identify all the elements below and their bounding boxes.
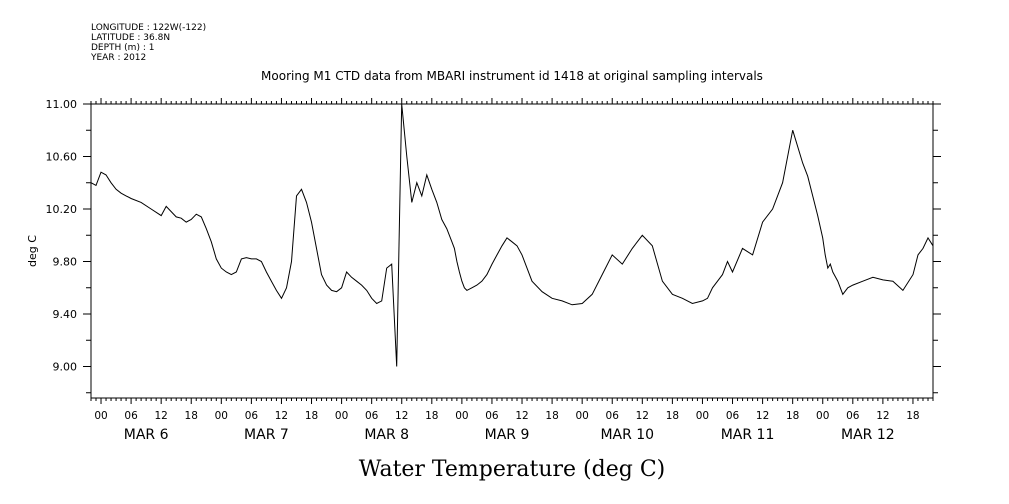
x-hour-label: 18 — [906, 410, 919, 422]
x-hour-label: 12 — [154, 410, 167, 422]
x-hour-label: 00 — [575, 410, 588, 422]
x-hour-label: 12 — [756, 410, 769, 422]
x-hour-label: 00 — [215, 410, 228, 422]
x-hour-label: 00 — [94, 410, 107, 422]
x-hour-label: 18 — [545, 410, 558, 422]
x-hour-label: 18 — [425, 410, 438, 422]
x-day-label: MAR 6 — [124, 427, 169, 443]
x-day-label: MAR 12 — [841, 427, 895, 443]
x-hour-label: 06 — [846, 410, 860, 422]
x-hour-label: 00 — [335, 410, 348, 422]
x-hour-label: 18 — [185, 410, 198, 422]
x-hour-label: 12 — [395, 410, 408, 422]
x-hour-label: 18 — [666, 410, 679, 422]
y-axis-label: deg C — [26, 235, 39, 267]
x-hour-label: 18 — [786, 410, 799, 422]
x-hour-label: 12 — [515, 410, 528, 422]
temperature-line — [90, 103, 934, 367]
y-tick-label: 11.00 — [46, 98, 78, 111]
longitude-text: LONGITUDE : 122W(-122) — [91, 23, 206, 33]
axis-ticks — [83, 98, 941, 404]
x-hour-label: 06 — [485, 410, 499, 422]
x-hour-label: 06 — [606, 410, 620, 422]
x-day-label: MAR 7 — [244, 427, 289, 443]
x-hour-label: 06 — [245, 410, 259, 422]
y-tick-label: 10.20 — [46, 203, 78, 216]
x-tick-labels: 00 06 12 18 00 06 12 18 00 06 12 18 00 06 12 18 00 06 12 18… — [94, 410, 919, 443]
x-axis-label: Water Temperature (deg C) — [359, 457, 666, 482]
metadata-block: LONGITUDE : 122W(-122) LATITUDE : 36.8N … — [90, 23, 206, 63]
y-tick-label: 9.40 — [53, 308, 78, 321]
x-day-label: MAR 8 — [364, 427, 409, 443]
x-day-label: MAR 11 — [721, 427, 775, 443]
depth-text: DEPTH (m) : 1 — [91, 43, 154, 53]
x-hour-label: 18 — [305, 410, 318, 422]
x-hour-label: 00 — [455, 410, 468, 422]
y-tick-label: 9.80 — [53, 256, 78, 269]
year-text: YEAR : 2012 — [90, 53, 146, 63]
x-hour-label: 12 — [275, 410, 288, 422]
x-hour-label: 06 — [124, 410, 138, 422]
x-day-label: MAR 9 — [485, 427, 530, 443]
x-hour-label: 12 — [876, 410, 889, 422]
x-hour-label: 00 — [816, 410, 829, 422]
x-hour-label: 06 — [726, 410, 740, 422]
x-hour-label: 12 — [636, 410, 649, 422]
x-hour-label: 00 — [696, 410, 709, 422]
latitude-text: LATITUDE : 36.8N — [91, 33, 170, 43]
y-tick-labels: 9.00 9.40 9.80 10.20 10.60 11.00 — [46, 98, 78, 374]
y-tick-label: 10.60 — [46, 151, 78, 164]
y-tick-label: 9.00 — [53, 361, 78, 374]
chart-title: Mooring M1 CTD data from MBARI instrumen… — [261, 69, 763, 83]
plot-frame — [90, 103, 934, 399]
x-hour-label: 06 — [365, 410, 379, 422]
x-day-label: MAR 10 — [600, 427, 654, 443]
